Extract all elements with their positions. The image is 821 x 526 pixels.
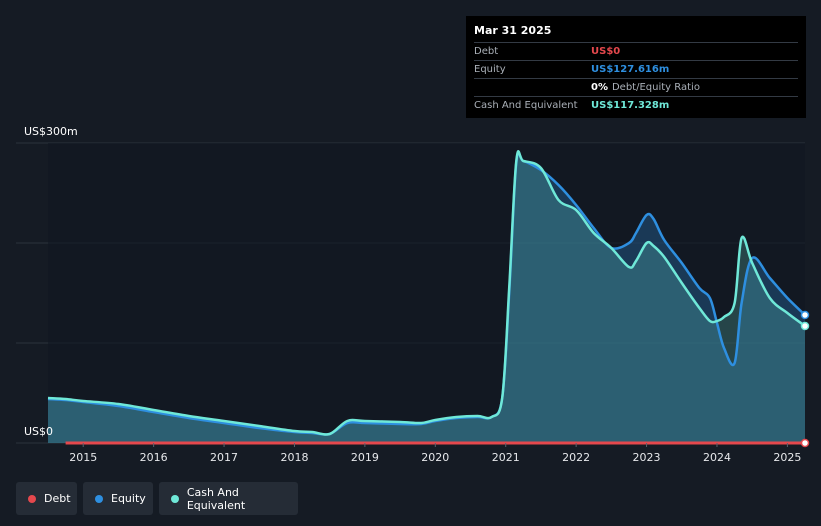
legend-equity-label: Equity — [111, 492, 146, 505]
grid-layer — [16, 142, 805, 444]
legend-cash-label: Cash And Equivalent — [186, 485, 246, 512]
legend-item-cash[interactable]: Cash And Equivalent — [159, 482, 298, 515]
marker-layer — [800, 310, 810, 448]
tooltip-row-ratio: 0% Debt/Equity Ratio — [474, 78, 798, 96]
x-tick-label: 2017 — [210, 451, 238, 464]
x-tick-label: 2024 — [703, 451, 731, 464]
legend-debt-label: Debt — [44, 492, 71, 505]
area-layer — [48, 151, 805, 443]
x-tick-label: 2020 — [421, 451, 449, 464]
cash-end-marker — [800, 321, 810, 331]
tooltip-debt-value: US$0 — [591, 46, 621, 57]
tooltip-row-cash: Cash And Equivalent US$117.328m — [474, 96, 798, 114]
debt-end-marker — [800, 438, 810, 448]
cash-series-line — [47, 150, 806, 436]
equity-area — [48, 152, 805, 443]
equity-dot-icon — [95, 494, 103, 503]
legend-item-debt[interactable]: Debt — [16, 482, 77, 515]
debt-dot-icon — [28, 494, 36, 503]
x-tick-label: 2025 — [773, 451, 801, 464]
x-tick-label: 2019 — [351, 451, 379, 464]
tooltip-row-debt: Debt US$0 — [474, 42, 798, 60]
x-tick-label: 2022 — [562, 451, 590, 464]
tooltip-cash-label: Cash And Equivalent — [474, 100, 578, 111]
tooltip-panel: Mar 31 2025 Debt US$0 Equity US$127.616m… — [466, 16, 806, 118]
tooltip-row-equity: Equity US$127.616m — [474, 60, 798, 78]
x-tick-label: 2021 — [492, 451, 520, 464]
x-tick-label: 2016 — [140, 451, 168, 464]
tooltip-ratio-label — [474, 79, 591, 96]
tooltip-equity-label: Equity — [474, 64, 506, 75]
legend-item-equity[interactable]: Equity — [83, 482, 153, 515]
plot-region — [48, 143, 805, 443]
tooltip-equity-value: US$127.616m — [591, 64, 670, 75]
tooltip-debt-label: Debt — [474, 46, 499, 57]
cash-dot-icon — [171, 494, 179, 503]
y-axis-top-label: US$300m — [24, 125, 78, 138]
axis-layer: US$300m US$0 2015 2016 2017 2018 2019 2020 2021 2… — [24, 125, 801, 464]
cash-area — [48, 151, 805, 443]
tooltip-cash-value: US$117.328m — [591, 100, 670, 111]
x-tick-label: 2023 — [633, 451, 661, 464]
x-tick-label: 2018 — [280, 451, 308, 464]
y-axis-bottom-label: US$0 — [24, 425, 53, 438]
tooltip-date: Mar 31 2025 — [474, 24, 552, 37]
x-tick-label: 2015 — [69, 451, 97, 464]
tooltip-ratio-sub: Debt/Equity Ratio — [611, 82, 700, 93]
equity-end-marker — [800, 310, 810, 320]
tooltip-ratio-value: 0% — [591, 82, 608, 93]
